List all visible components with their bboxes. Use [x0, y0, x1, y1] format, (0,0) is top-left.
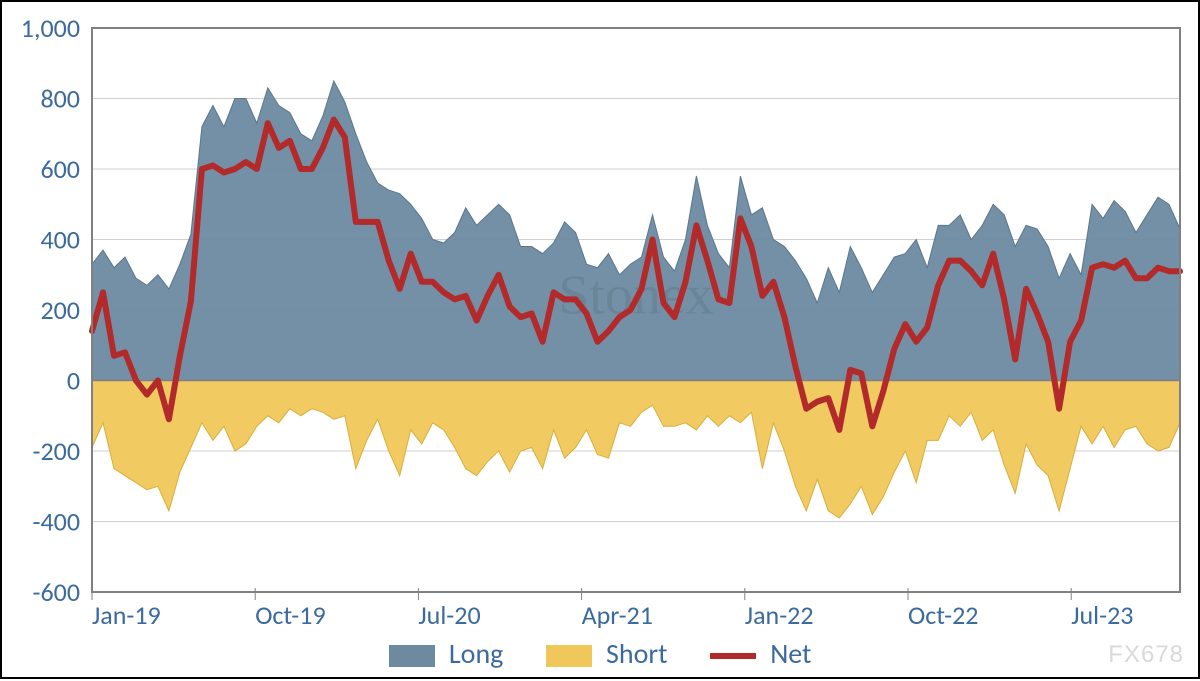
chart-canvas: Stonex-600-400-20002004006008001,000Jan-…: [2, 2, 1200, 681]
svg-text:Apr-21: Apr-21: [582, 599, 653, 631]
svg-text:600: 600: [40, 153, 80, 185]
svg-text:200: 200: [40, 294, 80, 326]
legend: Long Short Net: [2, 633, 1198, 671]
chart-frame: Stonex-600-400-20002004006008001,000Jan-…: [0, 0, 1200, 679]
svg-text:Jul-20: Jul-20: [418, 599, 480, 631]
svg-text:800: 800: [40, 83, 80, 115]
svg-text:400: 400: [40, 224, 80, 256]
legend-item-long: Long: [389, 636, 504, 671]
legend-label-net: Net: [770, 636, 811, 671]
svg-text:Jan-22: Jan-22: [745, 599, 814, 631]
legend-label-long: Long: [449, 636, 503, 671]
legend-swatch-long: [389, 645, 435, 667]
source-watermark: FX678: [1108, 641, 1184, 669]
svg-text:Oct-19: Oct-19: [255, 599, 325, 631]
legend-label-short: Short: [606, 636, 667, 671]
svg-text:Oct-22: Oct-22: [908, 599, 978, 631]
legend-item-short: Short: [546, 636, 668, 671]
svg-text:-200: -200: [33, 435, 81, 467]
svg-text:Jan-19: Jan-19: [92, 599, 161, 631]
svg-text:-600: -600: [33, 576, 81, 608]
legend-item-net: Net: [710, 636, 812, 671]
svg-text:-400: -400: [33, 506, 81, 538]
svg-text:1,000: 1,000: [21, 12, 80, 44]
legend-swatch-short: [546, 645, 592, 667]
svg-text:0: 0: [67, 365, 80, 397]
legend-swatch-net: [710, 653, 756, 659]
svg-text:Jul-23: Jul-23: [1071, 599, 1133, 631]
